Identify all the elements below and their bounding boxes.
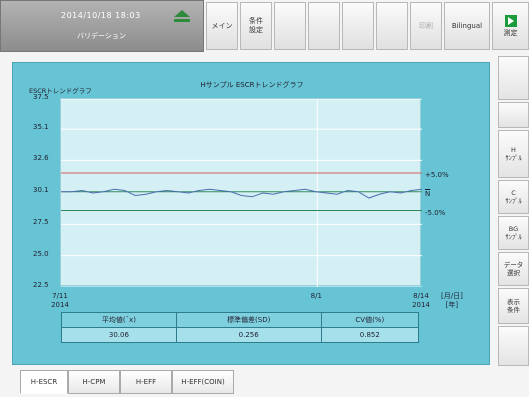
bg-sample-button[interactable]: BG ｻﾝﾌﾟﾙ: [498, 216, 529, 250]
y-tick-label: 27.5: [33, 218, 49, 227]
y-tick-label: 35.1: [33, 123, 49, 132]
x-axis-unit: [月/日] [年]: [441, 292, 463, 309]
x-tick-label: 7/11 2014: [51, 292, 69, 309]
mean-header: 平均値(¯x): [61, 312, 177, 328]
lower-limit-label: -5.0%: [425, 208, 446, 217]
status-display: 2014/10/18 18:03 バリデーション: [0, 0, 204, 52]
h-sample-button[interactable]: H ｻﾝﾌﾟﾙ: [498, 130, 529, 178]
upper-limit-label: +5.0%: [425, 170, 449, 179]
y-axis-label: ESCRトレンドグラフ: [29, 87, 92, 95]
cv-value: 0.852: [320, 327, 420, 343]
x-tick-label: 8/1: [310, 292, 322, 300]
main-button[interactable]: メイン: [206, 2, 238, 50]
run-icon: [504, 14, 517, 27]
trend-chart: [61, 98, 423, 288]
y-tick-label: 37.5: [33, 93, 49, 101]
chart-title: Hサンプル ESCRトレンドグラフ: [200, 81, 304, 89]
right-blank-button-3[interactable]: [498, 326, 529, 366]
trend-chart-panel: Hサンプル ESCRトレンドグラフ ESCRトレンドグラフ 37.5 35.1 32…: [12, 62, 490, 365]
x-tick-label: 8/14 2014: [412, 292, 430, 309]
tab-h-eff[interactable]: H-EFF: [120, 370, 172, 394]
datetime-display: 2014/10/18 18:03: [61, 11, 141, 20]
toolbar-blank-3[interactable]: [342, 2, 374, 50]
y-tick-label: 30.1: [33, 185, 49, 194]
y-tick-label: 25.0: [33, 249, 49, 258]
condition-settings-button[interactable]: 条件 設定: [240, 2, 272, 50]
tab-h-cpm[interactable]: H-CPM: [68, 370, 120, 394]
mean-value: 30.06: [61, 327, 177, 343]
right-blank-button-2[interactable]: [498, 102, 529, 128]
cv-header: CV値(%): [320, 312, 420, 328]
plot-area: [60, 98, 423, 288]
toolbar-blank-2[interactable]: [308, 2, 340, 50]
sd-value: 0.256: [175, 327, 322, 343]
bilingual-button[interactable]: Bilingual: [444, 2, 490, 50]
measure-button[interactable]: 測定: [492, 2, 529, 50]
tab-h-eff-coin[interactable]: H-EFF(COIN): [172, 370, 234, 394]
c-sample-button[interactable]: C ｻﾝﾌﾟﾙ: [498, 180, 529, 214]
data-select-button[interactable]: データ 選択: [498, 252, 529, 286]
series-line: [61, 188, 423, 199]
center-label: N: [425, 189, 431, 198]
right-blank-button-1[interactable]: [498, 56, 529, 100]
sd-header: 標準偏差(SD): [175, 312, 322, 328]
measure-label: 測定: [503, 28, 518, 37]
mode-label: バリデーション: [77, 32, 126, 40]
eject-icon[interactable]: [173, 9, 191, 23]
display-condition-button[interactable]: 表示 条件: [498, 288, 529, 324]
tab-h-escr[interactable]: H-ESCR: [20, 370, 68, 394]
bottom-tab-bar: H-ESCR H-CPM H-EFF H-EFF(COIN): [20, 370, 234, 394]
y-tick-label: 32.6: [33, 154, 49, 163]
y-tick-label: 22.5: [33, 281, 49, 289]
print-button[interactable]: 印刷: [410, 2, 442, 50]
statistics-table: 平均値(¯x) 標準偏差(SD) CV値(%) 30.06 0.256 0.85…: [61, 312, 420, 343]
toolbar-blank-4[interactable]: [376, 2, 408, 50]
toolbar-blank-1[interactable]: [274, 2, 306, 50]
